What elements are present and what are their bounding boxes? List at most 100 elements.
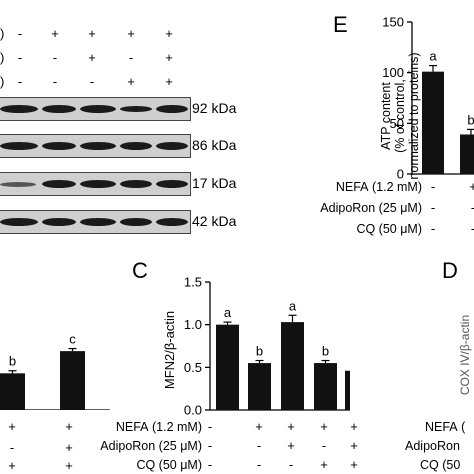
blot-band [120,180,152,188]
sign: + [469,179,474,194]
bar [0,373,25,410]
sign: + [350,419,358,434]
sign: + [88,50,96,65]
sign: + [88,26,96,41]
marker-label: 86 kDa [192,137,237,153]
blot-band [0,142,38,150]
blot-band [42,105,76,113]
bar [314,363,337,410]
sign: - [17,50,23,65]
y-tick-label: 150 [382,15,404,30]
panel-d-ylabel: COX IV/β-actin [458,315,472,395]
sign: + [127,74,135,89]
significance-letter: a [289,298,297,313]
sign: + [8,458,16,473]
marker-label: 17 kDa [192,175,237,191]
sign: - [207,419,213,434]
panel-e-ylabel-line-1: ATP content [379,82,393,150]
sign: + [350,457,358,472]
blot-band [0,218,38,226]
panel-e-ylabel-line-3: normalized to proteins) [407,52,421,179]
bar [216,324,239,410]
blot-band [42,142,76,150]
sign: + [8,419,16,434]
sign: + [65,440,73,455]
significance-letter: a [429,49,437,64]
bar [60,351,85,410]
panel-d-condition-2: AdipoRon [405,439,460,453]
sign: + [51,26,59,41]
blot-band [156,142,188,150]
sign: - [256,438,262,453]
panel-e-chart: ATP content (% of control, normalized to… [379,15,474,181]
sign: - [288,457,294,472]
sign: + [320,419,328,434]
blot-band [120,142,152,150]
sign: - [430,221,436,236]
panel-letter-e: E [333,12,348,37]
sign: + [65,458,73,473]
panel-letter-d: D [442,258,458,283]
y-tick-label: 1.5 [184,275,202,290]
bar [281,322,304,410]
marker-label: 42 kDa [192,213,237,229]
panel-c-ylabel: MFN2/β-actin [162,311,177,389]
blot-band [156,180,188,188]
sign: - [207,438,213,453]
condition-row-3-prefix: ) [0,74,5,89]
y-tick-label: 50 [390,116,404,131]
blot-band [156,218,188,226]
y-tick-label: 0 [397,167,404,181]
y-tick-label: 1.0 [184,317,202,332]
blot-band [120,218,152,226]
panel-b-chart: bc [0,332,110,410]
y-tick-label: 0.5 [184,360,202,375]
bar [345,370,350,410]
condition-label: CQ (50 μM) [136,458,202,472]
sign: + [287,419,295,434]
panel-e-plot: 0 50 100 150 a b [382,15,474,181]
marker-label: 92 kDa [192,100,237,116]
sign: - [52,50,58,65]
condition-label: CQ (50 μM) [356,222,422,236]
panel-c-chart: MFN2/β-actin 0.00.51.01.5ababb [162,275,350,418]
sign: - [17,26,23,41]
significance-letter: b [467,112,474,127]
condition-row-2-prefix: ) [0,50,5,65]
blot-band [0,105,38,113]
panel-e-ylabel-line-2: (% of control, [393,79,407,153]
sign: + [350,438,358,453]
y-tick-label: 0.0 [184,403,202,418]
condition-row-1-prefix: ) [0,26,5,41]
sign: - [128,50,134,65]
condition-label: AdipoRon (25 μM) [320,201,422,215]
sign: + [127,26,135,41]
bar [248,363,271,410]
panel-d-chart: COX IV/β-actin [458,315,472,395]
sign: - [430,179,436,194]
significance-letter: b [9,354,16,369]
sign: - [466,201,474,214]
blot-band [42,180,76,188]
sign: - [430,200,436,215]
blot-strip [0,97,191,121]
significance-letter: a [224,305,232,320]
blot-band [0,182,36,187]
sign: - [17,74,23,89]
sign: + [65,419,73,434]
blot-band [80,105,116,113]
bar [460,134,474,174]
sign: - [256,457,262,472]
blot-band [120,106,152,112]
condition-label: AdipoRon (25 μM) [100,439,202,453]
panel-b-plot: bc [0,332,110,410]
blot-band [156,105,188,113]
blot-band [42,218,76,226]
panel-d-condition-3: CQ (50 [420,458,461,472]
sign: - [9,440,15,455]
sign: + [287,438,295,453]
sign: - [466,222,474,235]
sign: + [165,26,173,41]
significance-letter: c [69,332,76,347]
condition-label: NEFA (1.2 mM) [115,420,202,434]
